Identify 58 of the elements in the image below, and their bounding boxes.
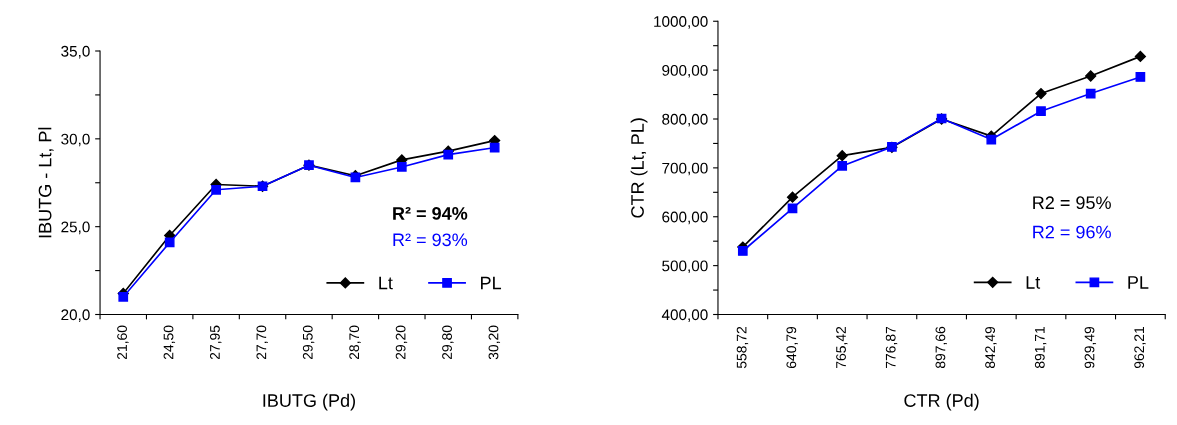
y-tick-label: 35,0 (61, 45, 90, 59)
x-tick-label: 27,70 (256, 325, 268, 360)
point (396, 162, 407, 172)
annotation: R² = 93% (393, 233, 468, 247)
annotation: R2 = 95% (1033, 196, 1111, 210)
point (836, 150, 848, 162)
annotation: R² = 94% (393, 207, 468, 220)
y-tick-label: 700,00 (662, 162, 708, 176)
y-tick-label: 25,0 (61, 221, 90, 235)
y-tick-label: 30,0 (61, 133, 90, 147)
x-tick-label: 897,66 (935, 326, 947, 369)
y-tick-label: 800,00 (662, 113, 708, 127)
point (164, 237, 175, 248)
x-tick-label: 929,49 (1084, 326, 1097, 369)
x-tick-label: 29,50 (302, 325, 315, 360)
point (1134, 50, 1146, 63)
point (1135, 72, 1146, 82)
x-tick-label: 27,95 (210, 325, 222, 360)
x-axis-title: IBUTG (Pd) (263, 393, 355, 411)
x-tick-label: 30,20 (488, 325, 501, 360)
legend-label: PL (1128, 276, 1149, 289)
legend-label: PL (481, 276, 502, 290)
x-tick-label: 891,71 (1034, 326, 1047, 369)
x-tick-label: 776,87 (885, 326, 898, 368)
point (489, 142, 500, 153)
point (986, 134, 997, 145)
x-tick-label: 962,21 (1134, 326, 1146, 369)
x-tick-label: 28,70 (349, 325, 361, 360)
y-axis-title: CTR (Lt, PL) (630, 118, 648, 218)
x-tick-label: 842,49 (985, 326, 997, 369)
point (786, 191, 799, 203)
point (1036, 106, 1046, 117)
x-axis-title: CTR (Pd) (904, 393, 979, 411)
y-tick-label: 1000,00 (654, 16, 708, 29)
x-tick-label: 765,42 (836, 326, 848, 368)
legend-label: Lt (379, 276, 393, 290)
y-tick-label: 500,00 (662, 260, 708, 274)
annotation: R2 = 96% (1033, 225, 1111, 239)
point (1035, 87, 1047, 100)
x-tick-label: 558,72 (736, 326, 749, 369)
x-tick-label: 29,20 (395, 325, 408, 360)
point (211, 184, 221, 195)
point (737, 246, 748, 256)
point (118, 292, 129, 302)
y-tick-label: 20,0 (61, 309, 90, 322)
y-tick-label: 600,00 (662, 211, 708, 225)
x-tick-label: 21,60 (117, 325, 129, 360)
point (1085, 70, 1097, 82)
x-tick-label: 640,79 (786, 326, 798, 368)
point (837, 161, 848, 171)
x-tick-label: 29,80 (442, 325, 454, 360)
point (443, 149, 454, 160)
y-tick-label: 900,00 (662, 64, 708, 78)
y-axis-title: IBUTG - Lt, Pl (38, 127, 54, 238)
point (1085, 88, 1096, 99)
x-tick-label: 24,50 (163, 325, 176, 360)
y-tick-label: 400,00 (661, 309, 708, 322)
legend-label: Lt (1026, 276, 1041, 289)
